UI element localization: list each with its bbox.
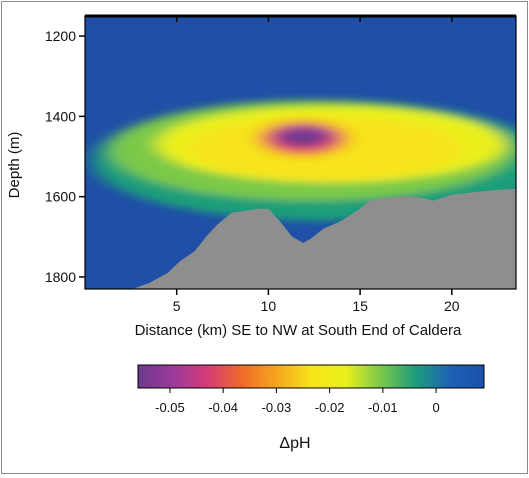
x-tick-label: 5 bbox=[173, 298, 181, 314]
x-tick-label: 15 bbox=[352, 298, 368, 314]
colorbar-tick-label: -0.03 bbox=[262, 400, 292, 415]
y-tick-label: 1400 bbox=[45, 108, 76, 124]
y-tick-label: 1200 bbox=[45, 28, 76, 44]
field-purple bbox=[279, 131, 328, 146]
chart: 5 10 15 20 1200 1400 1600 1800 Distance (km) SE… bbox=[6, 14, 517, 452]
colorbar-tick-label: -0.02 bbox=[315, 400, 345, 415]
plot-area bbox=[85, 16, 516, 289]
x-tick-label: 20 bbox=[444, 298, 460, 314]
x-tick-label: 10 bbox=[261, 298, 277, 314]
colorbar-label: ΔpH bbox=[279, 435, 310, 452]
seafloor bbox=[132, 188, 516, 289]
y-axis-label: Depth (m) bbox=[6, 132, 23, 199]
colorbar-tick-label: -0.05 bbox=[155, 400, 185, 415]
y-tick-label: 1800 bbox=[45, 269, 76, 285]
colorbar-gradient bbox=[137, 364, 485, 389]
anomaly-field bbox=[92, 100, 516, 221]
x-axis-label: Distance (km) SE to NW at South End of C… bbox=[135, 322, 462, 339]
axes: 5 10 15 20 1200 1400 1600 1800 bbox=[45, 14, 517, 314]
colorbar-tick-label: -0.04 bbox=[208, 400, 238, 415]
colorbar-tick-label: 0 bbox=[432, 400, 439, 415]
colorbar-tick-label: -0.01 bbox=[368, 400, 398, 415]
y-tick-label: 1600 bbox=[45, 189, 76, 205]
colorbar: -0.05 -0.04 -0.03 -0.02 -0.01 0 bbox=[137, 364, 485, 415]
